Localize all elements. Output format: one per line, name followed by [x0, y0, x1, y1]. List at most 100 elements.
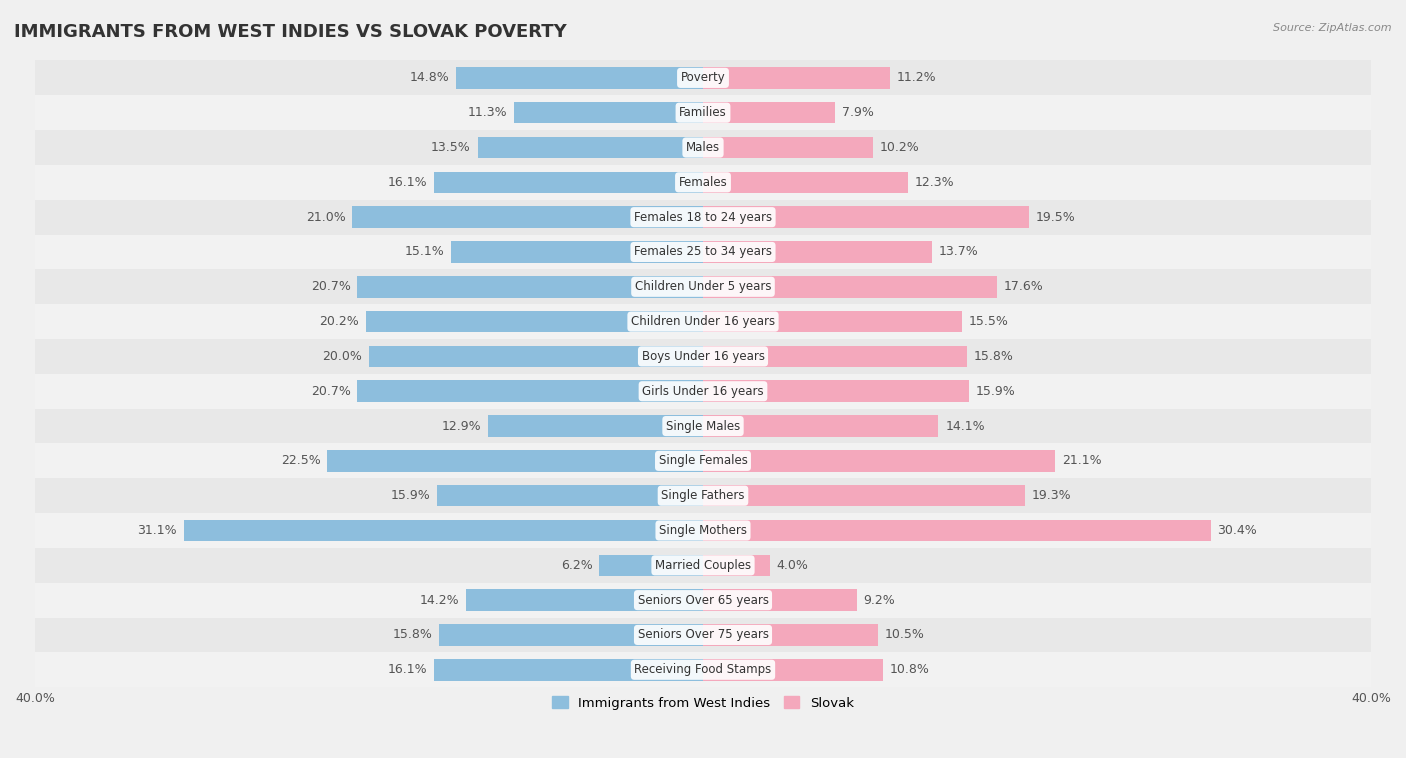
- Bar: [703, 171, 908, 193]
- Bar: [703, 659, 883, 681]
- Text: 14.8%: 14.8%: [409, 71, 449, 84]
- Text: 12.3%: 12.3%: [915, 176, 955, 189]
- Bar: [599, 555, 703, 576]
- Bar: [35, 409, 1371, 443]
- Bar: [35, 200, 1371, 234]
- Bar: [703, 589, 856, 611]
- Bar: [703, 346, 967, 367]
- Text: Children Under 16 years: Children Under 16 years: [631, 315, 775, 328]
- Bar: [35, 548, 1371, 583]
- Bar: [703, 206, 1029, 228]
- Text: Source: ZipAtlas.com: Source: ZipAtlas.com: [1274, 23, 1392, 33]
- Text: Seniors Over 65 years: Seniors Over 65 years: [637, 594, 769, 606]
- Bar: [465, 589, 703, 611]
- Text: 19.3%: 19.3%: [1032, 489, 1071, 503]
- Text: 15.8%: 15.8%: [973, 350, 1014, 363]
- Text: Females: Females: [679, 176, 727, 189]
- Text: 12.9%: 12.9%: [441, 419, 481, 433]
- Bar: [703, 276, 997, 298]
- Bar: [703, 555, 770, 576]
- Bar: [515, 102, 703, 124]
- Bar: [703, 136, 873, 158]
- Text: 11.3%: 11.3%: [468, 106, 508, 119]
- Bar: [35, 130, 1371, 165]
- Bar: [35, 478, 1371, 513]
- Text: 30.4%: 30.4%: [1218, 524, 1257, 537]
- Text: 14.2%: 14.2%: [419, 594, 460, 606]
- Legend: Immigrants from West Indies, Slovak: Immigrants from West Indies, Slovak: [547, 691, 859, 715]
- Text: Children Under 5 years: Children Under 5 years: [634, 280, 772, 293]
- Text: 13.7%: 13.7%: [938, 246, 979, 258]
- Text: 20.0%: 20.0%: [322, 350, 363, 363]
- Text: Males: Males: [686, 141, 720, 154]
- Text: Single Fathers: Single Fathers: [661, 489, 745, 503]
- Text: Boys Under 16 years: Boys Under 16 years: [641, 350, 765, 363]
- Text: Married Couples: Married Couples: [655, 559, 751, 572]
- Bar: [439, 624, 703, 646]
- Text: 14.1%: 14.1%: [945, 419, 984, 433]
- Bar: [703, 520, 1211, 541]
- Text: 20.7%: 20.7%: [311, 385, 350, 398]
- Bar: [703, 450, 1056, 471]
- Bar: [703, 485, 1025, 506]
- Text: 15.9%: 15.9%: [391, 489, 430, 503]
- Text: Single Mothers: Single Mothers: [659, 524, 747, 537]
- Bar: [35, 618, 1371, 653]
- Bar: [35, 583, 1371, 618]
- Bar: [703, 311, 962, 333]
- Text: 21.1%: 21.1%: [1062, 454, 1102, 468]
- Text: Single Females: Single Females: [658, 454, 748, 468]
- Bar: [488, 415, 703, 437]
- Bar: [703, 415, 938, 437]
- Bar: [357, 381, 703, 402]
- Text: 15.5%: 15.5%: [969, 315, 1008, 328]
- Bar: [35, 96, 1371, 130]
- Text: 16.1%: 16.1%: [388, 176, 427, 189]
- Text: IMMIGRANTS FROM WEST INDIES VS SLOVAK POVERTY: IMMIGRANTS FROM WEST INDIES VS SLOVAK PO…: [14, 23, 567, 41]
- Text: 15.8%: 15.8%: [392, 628, 433, 641]
- Text: 13.5%: 13.5%: [432, 141, 471, 154]
- Bar: [35, 234, 1371, 269]
- Text: 9.2%: 9.2%: [863, 594, 896, 606]
- Text: Receiving Food Stamps: Receiving Food Stamps: [634, 663, 772, 676]
- Bar: [703, 381, 969, 402]
- Bar: [35, 653, 1371, 688]
- Text: 7.9%: 7.9%: [842, 106, 873, 119]
- Text: 6.2%: 6.2%: [561, 559, 593, 572]
- Text: Families: Families: [679, 106, 727, 119]
- Bar: [35, 304, 1371, 339]
- Bar: [703, 624, 879, 646]
- Bar: [35, 61, 1371, 96]
- Text: 11.2%: 11.2%: [897, 71, 936, 84]
- Bar: [35, 513, 1371, 548]
- Bar: [366, 311, 703, 333]
- Text: Females 25 to 34 years: Females 25 to 34 years: [634, 246, 772, 258]
- Text: 16.1%: 16.1%: [388, 663, 427, 676]
- Text: 10.5%: 10.5%: [884, 628, 925, 641]
- Text: 17.6%: 17.6%: [1004, 280, 1043, 293]
- Bar: [35, 269, 1371, 304]
- Bar: [328, 450, 703, 471]
- Text: Girls Under 16 years: Girls Under 16 years: [643, 385, 763, 398]
- Bar: [703, 67, 890, 89]
- Text: 20.2%: 20.2%: [319, 315, 359, 328]
- Bar: [703, 241, 932, 263]
- Text: Poverty: Poverty: [681, 71, 725, 84]
- Bar: [35, 443, 1371, 478]
- Text: Females 18 to 24 years: Females 18 to 24 years: [634, 211, 772, 224]
- Text: 15.1%: 15.1%: [405, 246, 444, 258]
- Bar: [451, 241, 703, 263]
- Bar: [434, 659, 703, 681]
- Text: 15.9%: 15.9%: [976, 385, 1015, 398]
- Text: 19.5%: 19.5%: [1035, 211, 1076, 224]
- Bar: [184, 520, 703, 541]
- Text: 20.7%: 20.7%: [311, 280, 350, 293]
- Text: 4.0%: 4.0%: [776, 559, 808, 572]
- Bar: [434, 171, 703, 193]
- Bar: [703, 102, 835, 124]
- Text: 10.2%: 10.2%: [880, 141, 920, 154]
- Bar: [35, 374, 1371, 409]
- Text: Seniors Over 75 years: Seniors Over 75 years: [637, 628, 769, 641]
- Text: 31.1%: 31.1%: [138, 524, 177, 537]
- Bar: [35, 339, 1371, 374]
